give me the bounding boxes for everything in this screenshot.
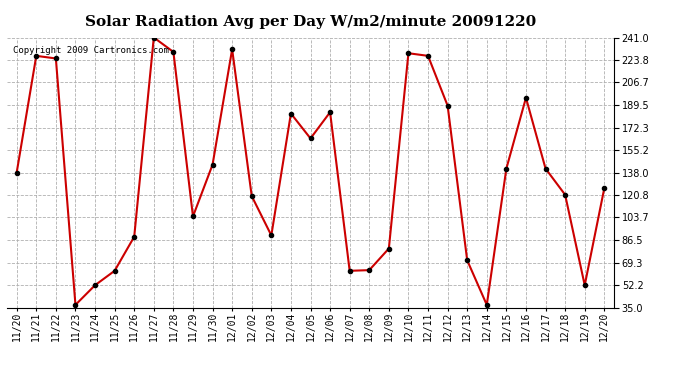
Text: Solar Radiation Avg per Day W/m2/minute 20091220: Solar Radiation Avg per Day W/m2/minute … — [85, 15, 536, 29]
Text: Copyright 2009 Cartronics.com: Copyright 2009 Cartronics.com — [13, 46, 169, 55]
